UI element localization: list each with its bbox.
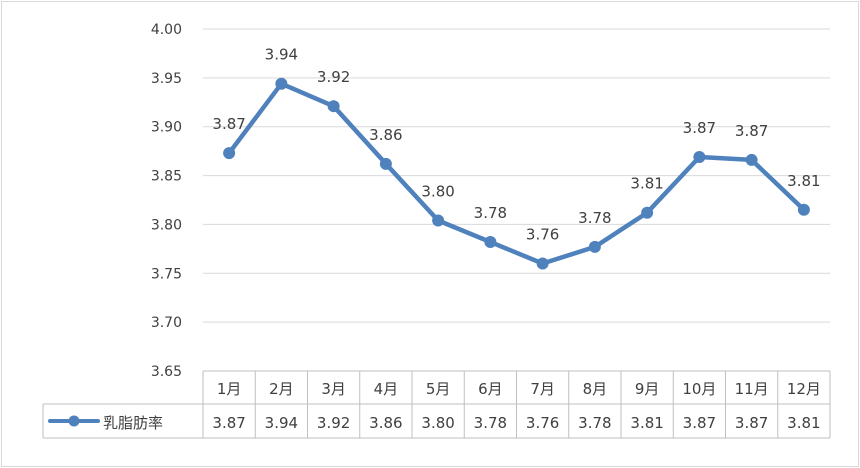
data-label: 3.76: [526, 226, 559, 244]
table-value-cell: 3.94: [265, 414, 298, 432]
y-tick-label: 3.90: [151, 120, 182, 136]
legend-series-name: 乳脂肪率: [103, 414, 163, 432]
data-label: 3.78: [474, 204, 507, 222]
y-tick-label: 3.95: [151, 71, 182, 87]
table-value-cell: 3.81: [787, 414, 820, 432]
data-point: [641, 206, 654, 219]
data-label: 3.81: [630, 175, 663, 193]
x-category-label: 3月: [321, 380, 346, 398]
x-category-label: 11月: [735, 380, 769, 398]
x-category-label: 5月: [426, 380, 451, 398]
data-point: [223, 147, 236, 160]
x-category-label: 4月: [374, 380, 399, 398]
data-point: [327, 100, 340, 113]
x-category-label: 10月: [682, 380, 716, 398]
table-value-cell: 3.87: [212, 414, 245, 432]
series-line-layer: [223, 77, 810, 270]
data-point: [484, 236, 497, 249]
data-point: [379, 157, 392, 170]
data-point: [275, 77, 288, 90]
y-tick-label: 3.80: [151, 217, 182, 233]
data-label: 3.78: [578, 209, 611, 227]
x-category-label: 2月: [269, 380, 294, 398]
data-label: 3.81: [787, 172, 820, 190]
y-tick-label: 3.75: [151, 266, 182, 282]
data-label: 3.80: [421, 183, 454, 201]
x-category-label: 8月: [583, 380, 608, 398]
x-category-label: 12月: [787, 380, 821, 398]
x-category-label: 6月: [478, 380, 503, 398]
y-tick-label: 3.85: [151, 169, 182, 185]
data-point: [693, 151, 706, 164]
y-tick-label: 3.70: [151, 315, 182, 331]
gridlines: [203, 28, 830, 323]
data-label: 3.87: [212, 115, 245, 133]
table-value-cell: 3.87: [735, 414, 768, 432]
y-tick-label: 3.65: [151, 364, 182, 380]
data-label: 3.87: [735, 122, 768, 140]
data-point: [536, 257, 549, 270]
data-point: [432, 214, 445, 227]
series-line: [226, 81, 807, 266]
table-value-cell: 3.92: [317, 414, 350, 432]
data-label: 3.87: [683, 119, 716, 137]
y-axis-ticks: 4.00 3.95 3.90 3.85 3.80 3.75 3.70 3.65: [151, 22, 182, 380]
table-value-cell: 3.80: [421, 414, 454, 432]
data-point: [745, 153, 758, 166]
data-point: [588, 240, 601, 253]
table-value-cell: 3.81: [630, 414, 663, 432]
data-label: 3.94: [265, 46, 298, 64]
legend-marker: [68, 415, 80, 427]
table-value-cell: 3.78: [578, 414, 611, 432]
table-value-cell: 3.87: [683, 414, 716, 432]
table-value-cell: 3.76: [526, 414, 559, 432]
data-label: 3.86: [369, 126, 402, 144]
data-table: 1月 2月 3月 4月 5月 6月 7月 8月 9月 10月 11月 12月 3.87 3.94 3.92 3…: [42, 370, 831, 439]
table-value-cell: 3.86: [369, 414, 402, 432]
data-label: 3.92: [317, 68, 350, 86]
x-category-label: 7月: [530, 380, 555, 398]
data-point: [797, 203, 810, 216]
x-category-label: 9月: [635, 380, 660, 398]
x-category-label: 1月: [217, 380, 242, 398]
data-labels: 3.87 3.94 3.92 3.86 3.80 3.78 3.76 3.78 3.81 3.87…: [212, 46, 820, 244]
y-tick-label: 4.00: [151, 22, 182, 38]
table-value-cell: 3.78: [474, 414, 507, 432]
